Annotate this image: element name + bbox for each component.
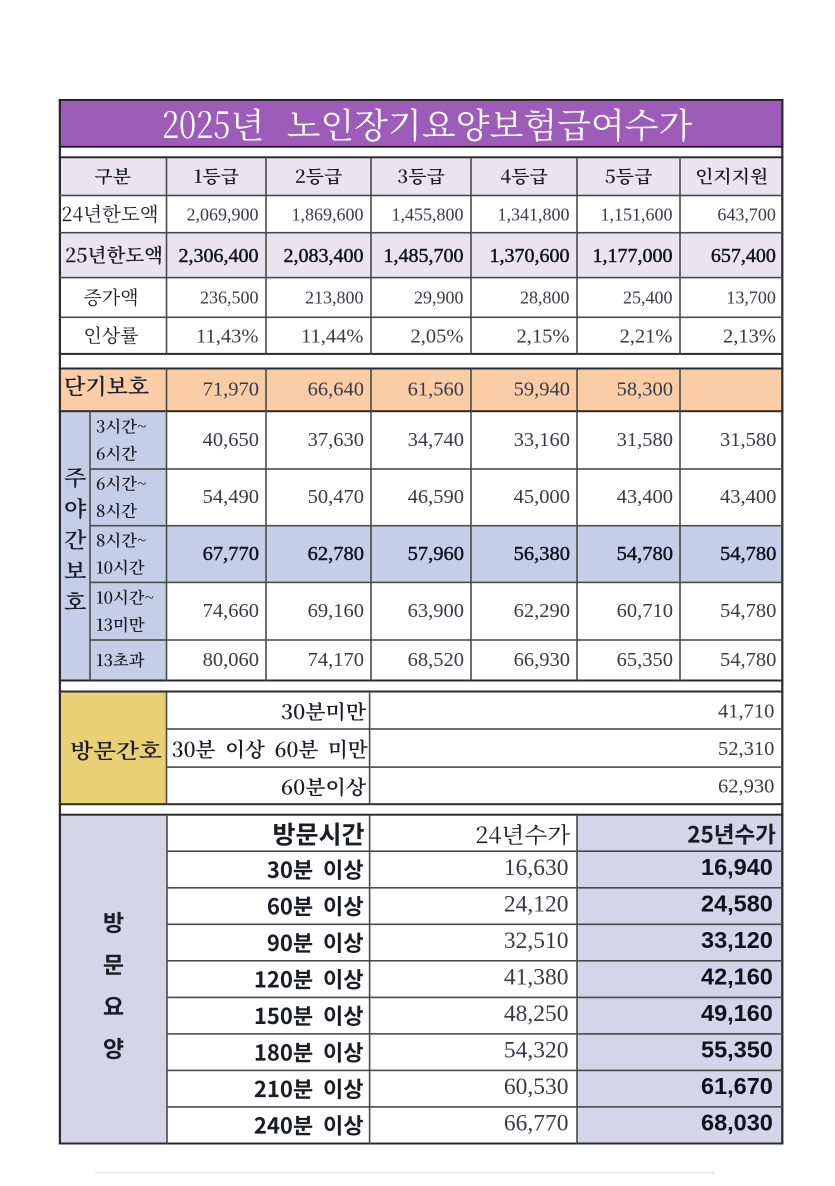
svg-text:58,300: 58,300 <box>617 379 673 401</box>
svg-text:54,780: 54,780 <box>720 649 776 671</box>
svg-text:1,341,800: 1,341,800 <box>498 204 570 224</box>
svg-text:28,800: 28,800 <box>520 288 570 308</box>
svg-text:67,770: 67,770 <box>203 543 259 565</box>
svg-text:16,630: 16,630 <box>504 855 569 881</box>
svg-text:42,160: 42,160 <box>701 963 773 989</box>
svg-text:29,900: 29,900 <box>414 288 464 308</box>
svg-text:13,700: 13,700 <box>726 288 776 308</box>
svg-text:2,069,900: 2,069,900 <box>187 204 259 224</box>
svg-text:59,940: 59,940 <box>514 379 570 401</box>
svg-text:56,380: 56,380 <box>514 543 570 565</box>
svg-text:60,530: 60,530 <box>504 1074 569 1100</box>
svg-text:24,580: 24,580 <box>701 890 773 916</box>
svg-text:43,400: 43,400 <box>720 486 776 508</box>
svg-text:69,160: 69,160 <box>308 600 364 622</box>
svg-text:2,05%: 2,05% <box>411 326 464 348</box>
svg-text:41,710: 41,710 <box>718 700 774 722</box>
svg-text:45,000: 45,000 <box>514 486 570 508</box>
svg-text:1,177,000: 1,177,000 <box>593 245 673 267</box>
svg-text:236,500: 236,500 <box>200 288 259 308</box>
svg-text:71,970: 71,970 <box>203 379 259 401</box>
svg-text:62,290: 62,290 <box>514 600 570 622</box>
svg-text:40,650: 40,650 <box>203 429 259 451</box>
svg-text:61,670: 61,670 <box>701 1073 773 1099</box>
svg-text:1,869,600: 1,869,600 <box>292 204 364 224</box>
svg-text:11,43%: 11,43% <box>196 326 258 348</box>
svg-text:66,770: 66,770 <box>504 1111 569 1137</box>
svg-text:62,780: 62,780 <box>308 543 364 565</box>
svg-text:657,400: 657,400 <box>711 245 776 267</box>
svg-text:1,455,800: 1,455,800 <box>392 204 464 224</box>
svg-text:54,320: 54,320 <box>504 1038 569 1064</box>
svg-text:31,580: 31,580 <box>617 429 673 451</box>
svg-text:54,780: 54,780 <box>720 600 776 622</box>
svg-text:55,350: 55,350 <box>701 1037 773 1063</box>
svg-text:2,13%: 2,13% <box>723 326 776 348</box>
svg-text:61,560: 61,560 <box>408 379 464 401</box>
svg-text:74,660: 74,660 <box>203 600 259 622</box>
svg-text:74,170: 74,170 <box>308 649 364 671</box>
svg-text:213,800: 213,800 <box>305 288 364 308</box>
svg-text:65,350: 65,350 <box>617 649 673 671</box>
svg-text:43,400: 43,400 <box>617 486 673 508</box>
svg-text:48,250: 48,250 <box>504 1001 569 1027</box>
svg-text:54,490: 54,490 <box>203 486 259 508</box>
svg-text:16,940: 16,940 <box>701 854 773 880</box>
svg-text:68,030: 68,030 <box>701 1110 773 1136</box>
svg-text:1,370,600: 1,370,600 <box>490 245 570 267</box>
svg-text:54,780: 54,780 <box>720 543 776 565</box>
svg-text:2,21%: 2,21% <box>620 326 673 348</box>
svg-text:24,120: 24,120 <box>504 891 569 917</box>
svg-text:11,44%: 11,44% <box>301 326 363 348</box>
svg-text:41,380: 41,380 <box>504 964 569 990</box>
svg-text:68,520: 68,520 <box>408 649 464 671</box>
svg-text:66,640: 66,640 <box>308 379 364 401</box>
svg-text:46,590: 46,590 <box>408 486 464 508</box>
svg-text:57,960: 57,960 <box>408 543 464 565</box>
svg-text:37,630: 37,630 <box>308 429 364 451</box>
svg-text:80,060: 80,060 <box>203 649 259 671</box>
svg-text:62,930: 62,930 <box>718 776 774 798</box>
svg-text:2,306,400: 2,306,400 <box>179 245 259 267</box>
svg-text:643,700: 643,700 <box>717 204 776 224</box>
svg-text:33,120: 33,120 <box>701 927 773 953</box>
svg-text:1,151,600: 1,151,600 <box>601 204 673 224</box>
svg-text:33,160: 33,160 <box>514 429 570 451</box>
svg-text:34,740: 34,740 <box>408 429 464 451</box>
svg-text:32,510: 32,510 <box>504 928 569 954</box>
svg-text:2,083,400: 2,083,400 <box>284 245 364 267</box>
svg-text:1,485,700: 1,485,700 <box>384 245 464 267</box>
svg-text:63,900: 63,900 <box>408 600 464 622</box>
svg-text:25,400: 25,400 <box>623 288 673 308</box>
svg-text:49,160: 49,160 <box>701 1000 773 1026</box>
svg-text:50,470: 50,470 <box>308 486 364 508</box>
svg-text:66,930: 66,930 <box>514 649 570 671</box>
svg-text:54,780: 54,780 <box>617 543 673 565</box>
svg-text:2,15%: 2,15% <box>517 326 570 348</box>
svg-text:60,710: 60,710 <box>617 600 673 622</box>
svg-text:31,580: 31,580 <box>720 429 776 451</box>
svg-text:52,310: 52,310 <box>718 738 774 760</box>
